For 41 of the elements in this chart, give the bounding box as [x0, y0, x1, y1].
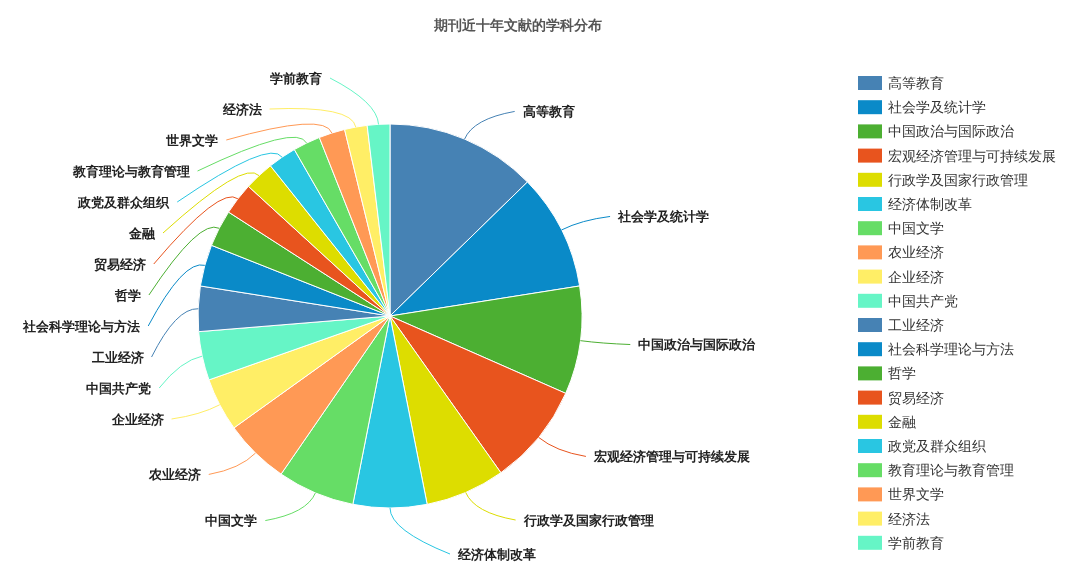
legend-label: 经济体制改革 [888, 195, 972, 212]
slice-label: 高等教育 [522, 103, 575, 119]
legend-label: 宏观经济管理与可持续发展 [888, 147, 1056, 164]
slice-label: 中国文学 [205, 513, 258, 529]
legend-label: 经济法 [888, 510, 930, 527]
legend-label: 世界文学 [888, 486, 944, 503]
slice-label: 哲学 [113, 287, 141, 303]
legend-label: 金融 [888, 413, 916, 430]
legend-label: 农业经济 [888, 244, 944, 261]
legend-label: 政党及群众组织 [888, 437, 986, 454]
slice-label: 教育理论与教育管理 [71, 163, 190, 179]
legend-label: 哲学 [888, 365, 916, 382]
slice-label: 经济体制改革 [457, 546, 536, 562]
slice-label: 金融 [128, 225, 157, 241]
slice-label: 社会学及统计学 [617, 209, 710, 225]
slice-label: 贸易经济 [93, 256, 146, 272]
slice-label: 世界文学 [165, 132, 219, 148]
chart-title: 期刊近十年文献的学科分布 [433, 17, 602, 33]
legend-label: 中国政治与国际政治 [888, 123, 1014, 140]
slice-label: 行政学及国家行政管理 [522, 512, 654, 528]
legend-label: 企业经济 [888, 268, 944, 285]
legend-label: 高等教育 [888, 74, 944, 91]
legend-label: 教育理论与教育管理 [888, 462, 1014, 479]
slice-label: 经济法 [221, 101, 262, 117]
legend-label: 社会科学理论与方法 [888, 341, 1014, 358]
legend-label: 中国共产党 [888, 292, 958, 309]
slice-label: 社会科学理论与方法 [22, 318, 141, 334]
legend-label: 行政学及国家行政管理 [888, 171, 1028, 188]
slice-label: 中国政治与国际政治 [638, 337, 757, 353]
legend-label: 学前教育 [888, 534, 944, 551]
slice-label: 企业经济 [110, 411, 164, 427]
slice-label: 中国共产党 [86, 380, 152, 396]
slice-label: 农业经济 [147, 467, 201, 482]
slice-label: 学前教育 [270, 70, 322, 86]
legend-label: 贸易经济 [888, 389, 944, 406]
legend-label: 工业经济 [888, 316, 944, 333]
slice-label: 工业经济 [90, 349, 144, 365]
slice-label: 宏观经济管理与可持续发展 [592, 448, 750, 464]
slice-label: 政党及群众组织 [77, 194, 171, 210]
legend-label: 社会学及统计学 [888, 99, 986, 116]
legend-label: 中国文学 [888, 220, 944, 237]
